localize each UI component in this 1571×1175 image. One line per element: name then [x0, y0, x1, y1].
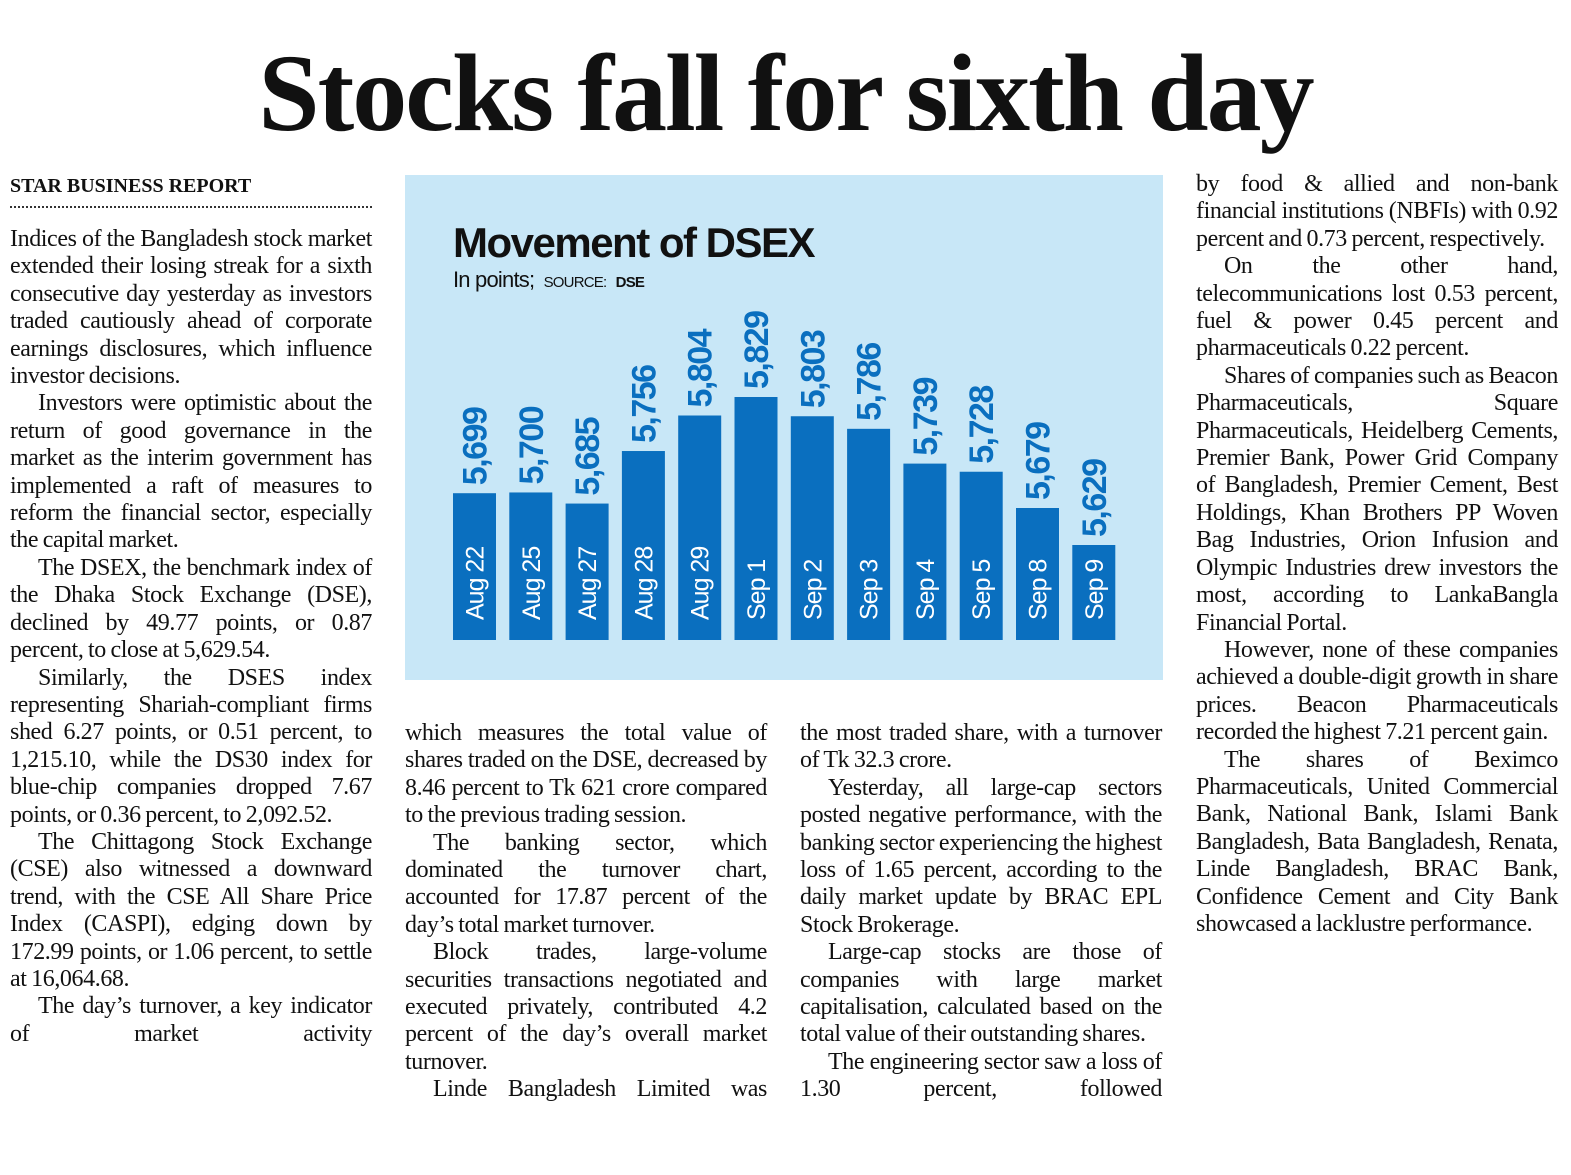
source-label: SOURCE:: [544, 274, 607, 291]
bar: [453, 493, 496, 640]
chart-subtitle: In points; SOURCE: DSE: [453, 267, 645, 292]
bar: [678, 415, 722, 640]
paragraph: The shares of Beximco Pharmaceuticals, U…: [1196, 746, 1558, 937]
chart-title: Movement of DSEX: [453, 219, 816, 266]
bar: [790, 416, 834, 640]
paragraph: Large-cap stocks are those of companies …: [800, 939, 1162, 1048]
bar: [734, 397, 778, 640]
paragraph: by food & allied and non-bank financial …: [1196, 171, 1558, 252]
value-label: 5,829: [738, 311, 776, 389]
paragraph: Block trades, large-volume securities tr…: [405, 939, 767, 1075]
value-label: 5,700: [513, 406, 551, 484]
bar: [903, 463, 947, 640]
paragraph: Yesterday, all large-cap sectors posted …: [800, 774, 1162, 938]
paragraph: Investors were optimistic about the retu…: [10, 390, 372, 554]
bar: [1016, 508, 1059, 640]
paragraph: The engineering sector saw a loss of 1.3…: [800, 1048, 1162, 1103]
bar: [847, 428, 891, 640]
paragraph: However, none of these companies achieve…: [1196, 636, 1558, 746]
value-label: 5,756: [625, 365, 663, 443]
value-label: 5,629: [1076, 459, 1114, 537]
paragraph: Shares of companies such as Beacon Pharm…: [1196, 362, 1558, 636]
bar: [1072, 545, 1116, 640]
paragraph: The DSEX, the benchmark index of the Dha…: [10, 554, 372, 664]
source: DSE: [616, 274, 645, 291]
paragraph: The banking sector, which dominated the …: [405, 829, 767, 938]
bar: [565, 503, 609, 640]
paragraph: Indices of the Bangladesh stock market e…: [10, 226, 372, 390]
value-label: 5,739: [907, 377, 945, 455]
paragraph: The day’s turnover, a key indicator of m…: [10, 993, 372, 1047]
byline: STAR BUSINESS REPORT: [10, 174, 372, 208]
value-label: 5,685: [569, 417, 607, 495]
category-label: Sep 5: [968, 560, 996, 620]
category-label: Sep 9: [1081, 560, 1109, 620]
value-label: 5,804: [682, 328, 720, 407]
bar: [959, 471, 1003, 640]
chart: Movement of DSEX In points; SOURCE: DSE …: [405, 175, 1163, 680]
column: the most traded share, with a turnover o…: [800, 720, 1162, 1104]
category-label: Aug 25: [518, 547, 546, 620]
value-label: 5,699: [457, 407, 495, 485]
paragraph: The Chittagong Stock Exchange (CSE) also…: [10, 828, 372, 992]
bar: [509, 492, 553, 640]
value-label: 5,786: [851, 343, 889, 421]
paragraph: On the other hand, telecommunications lo…: [1196, 253, 1558, 362]
value-label: 5,728: [963, 386, 1001, 464]
value-label: 5,679: [1020, 422, 1058, 500]
bar: [621, 451, 665, 640]
category-label: Sep 1: [743, 560, 771, 620]
category-label: Aug 22: [462, 547, 490, 620]
paragraph: Similarly, the DSES index representing S…: [10, 664, 372, 828]
category-label: Aug 28: [630, 547, 658, 620]
category-label: Sep 2: [799, 560, 827, 620]
column: Indices of the Bangladesh stock market e…: [10, 226, 372, 1048]
subtitle: In points;: [453, 267, 534, 292]
column: which measures the total value of shares…: [405, 720, 767, 1104]
paragraph: the most traded share, with a turnover o…: [800, 720, 1162, 774]
headline: Stocks fall for sixth day: [258, 32, 1314, 154]
paragraph: Linde Bangladesh Limited was: [433, 1076, 767, 1103]
category-label: Sep 4: [912, 559, 940, 620]
category-label: Aug 29: [687, 547, 715, 620]
category-label: Sep 3: [856, 560, 884, 620]
category-label: Aug 27: [574, 547, 602, 620]
column: by food & allied and non-bank financial …: [1196, 171, 1558, 938]
category-label: Sep 8: [1025, 560, 1053, 620]
paragraph: which measures the total value of shares…: [405, 720, 767, 829]
value-label: 5,803: [794, 330, 832, 408]
